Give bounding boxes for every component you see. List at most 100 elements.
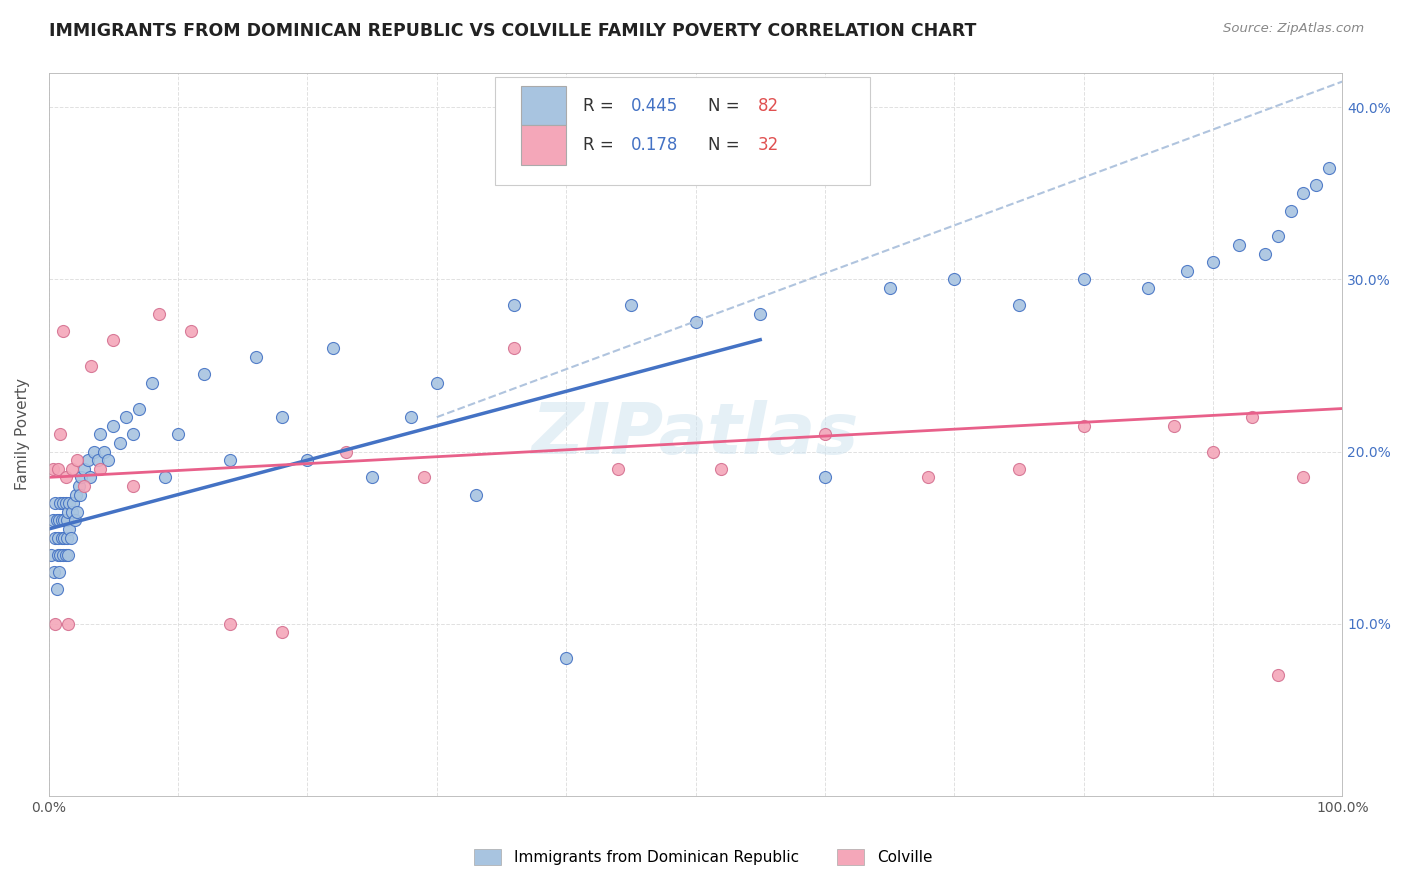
- Point: [66, 505, 89, 519]
- Point: [53, 513, 76, 527]
- FancyBboxPatch shape: [520, 126, 567, 165]
- Point: [44, 616, 66, 631]
- Point: [335, 444, 357, 458]
- Point: [80, 359, 103, 373]
- Point: [56, 531, 79, 545]
- Point: [46, 548, 69, 562]
- Point: [153, 470, 176, 484]
- Point: [218, 453, 240, 467]
- Point: [193, 367, 215, 381]
- Point: [1292, 470, 1315, 484]
- Point: [48, 565, 70, 579]
- Point: [73, 479, 96, 493]
- Point: [245, 350, 267, 364]
- Point: [51, 513, 73, 527]
- Point: [56, 616, 79, 631]
- Point: [62, 496, 84, 510]
- Point: [218, 616, 240, 631]
- Text: N =: N =: [709, 136, 745, 154]
- Point: [48, 513, 70, 527]
- Point: [620, 298, 643, 312]
- Point: [89, 462, 111, 476]
- Text: 0.445: 0.445: [631, 96, 678, 114]
- Point: [49, 427, 72, 442]
- Point: [1175, 264, 1198, 278]
- Point: [606, 462, 628, 476]
- Point: [685, 316, 707, 330]
- Text: ZIPatlas: ZIPatlas: [531, 400, 859, 469]
- Point: [56, 505, 79, 519]
- Point: [1267, 668, 1289, 682]
- Point: [943, 272, 966, 286]
- Point: [60, 505, 83, 519]
- Point: [103, 333, 125, 347]
- Point: [503, 341, 526, 355]
- Point: [56, 548, 79, 562]
- Point: [555, 651, 578, 665]
- Point: [426, 376, 449, 390]
- Point: [49, 548, 72, 562]
- Point: [749, 307, 772, 321]
- Point: [49, 496, 72, 510]
- Text: 0.178: 0.178: [631, 136, 678, 154]
- Point: [1279, 203, 1302, 218]
- Point: [270, 410, 292, 425]
- Point: [297, 453, 319, 467]
- FancyBboxPatch shape: [495, 77, 870, 185]
- Point: [65, 487, 87, 501]
- Point: [58, 496, 80, 510]
- Point: [1267, 229, 1289, 244]
- Text: 32: 32: [758, 136, 779, 154]
- Point: [83, 444, 105, 458]
- Point: [1008, 462, 1031, 476]
- Point: [97, 453, 120, 467]
- Point: [52, 548, 75, 562]
- Point: [56, 513, 79, 527]
- Point: [361, 470, 384, 484]
- Point: [55, 548, 77, 562]
- Point: [180, 324, 202, 338]
- Point: [79, 470, 101, 484]
- Point: [270, 625, 292, 640]
- Point: [1202, 444, 1225, 458]
- Point: [1163, 418, 1185, 433]
- Point: [58, 522, 80, 536]
- Point: [45, 582, 67, 597]
- Point: [52, 496, 75, 510]
- Point: [121, 427, 143, 442]
- Point: [167, 427, 190, 442]
- Point: [93, 444, 115, 458]
- Point: [128, 401, 150, 416]
- Text: 82: 82: [758, 96, 779, 114]
- Point: [66, 453, 89, 467]
- Point: [412, 470, 434, 484]
- Point: [148, 307, 170, 321]
- Point: [44, 496, 66, 510]
- Point: [1202, 255, 1225, 269]
- Point: [115, 410, 138, 425]
- Text: R =: R =: [583, 96, 619, 114]
- Point: [63, 513, 86, 527]
- Point: [1137, 281, 1160, 295]
- Point: [51, 531, 73, 545]
- Point: [59, 531, 82, 545]
- Point: [879, 281, 901, 295]
- Point: [41, 548, 63, 562]
- Point: [70, 470, 93, 484]
- Y-axis label: Family Poverty: Family Poverty: [15, 378, 30, 491]
- Point: [60, 462, 83, 476]
- Point: [46, 462, 69, 476]
- Point: [69, 487, 91, 501]
- Point: [814, 427, 837, 442]
- Point: [121, 479, 143, 493]
- Point: [53, 531, 76, 545]
- Point: [52, 324, 75, 338]
- Point: [1253, 246, 1275, 260]
- Point: [67, 479, 90, 493]
- Point: [73, 462, 96, 476]
- Point: [108, 436, 131, 450]
- Text: R =: R =: [583, 136, 624, 154]
- Point: [76, 453, 98, 467]
- Point: [103, 418, 125, 433]
- Point: [55, 496, 77, 510]
